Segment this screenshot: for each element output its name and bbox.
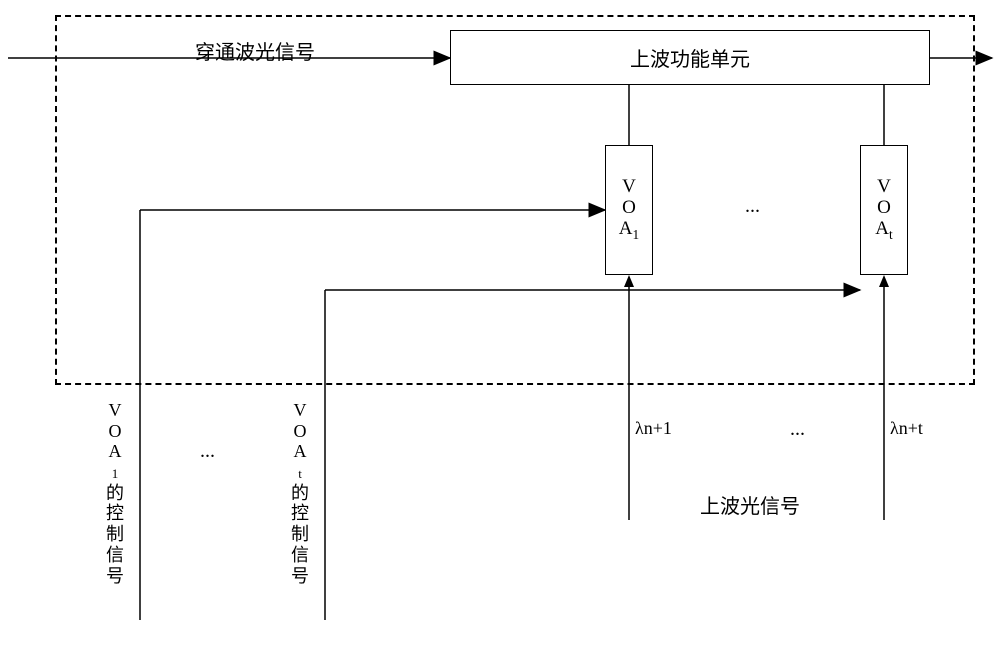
- voa-1-box: VOA1: [605, 145, 653, 275]
- diagram-canvas: 穿通波光信号 上波功能单元 VOA1 VOAt ... λn+1 λn+t ..…: [0, 0, 1000, 647]
- lambda-n1-label: λn+1: [635, 418, 672, 439]
- lambda-nt-label: λn+t: [890, 418, 923, 439]
- ctrl-ellipsis: ...: [200, 440, 215, 463]
- up-wave-functional-unit: 上波功能单元: [450, 30, 930, 85]
- ctrl-voat-label: VOAt的控制信号: [285, 400, 315, 586]
- func-unit-label: 上波功能单元: [630, 43, 750, 72]
- ctrl-voa1-label: VOA1的控制信号: [100, 400, 130, 586]
- lambda-ellipsis: ...: [790, 418, 805, 441]
- voa-ellipsis: ...: [745, 195, 760, 218]
- pass-through-signal-label: 穿通波光信号: [195, 36, 315, 65]
- voa-1-label: VOA1: [619, 177, 639, 242]
- voa-t-label: VOAt: [875, 177, 892, 242]
- up-wave-signal-label: 上波光信号: [700, 490, 800, 519]
- voa-t-box: VOAt: [860, 145, 908, 275]
